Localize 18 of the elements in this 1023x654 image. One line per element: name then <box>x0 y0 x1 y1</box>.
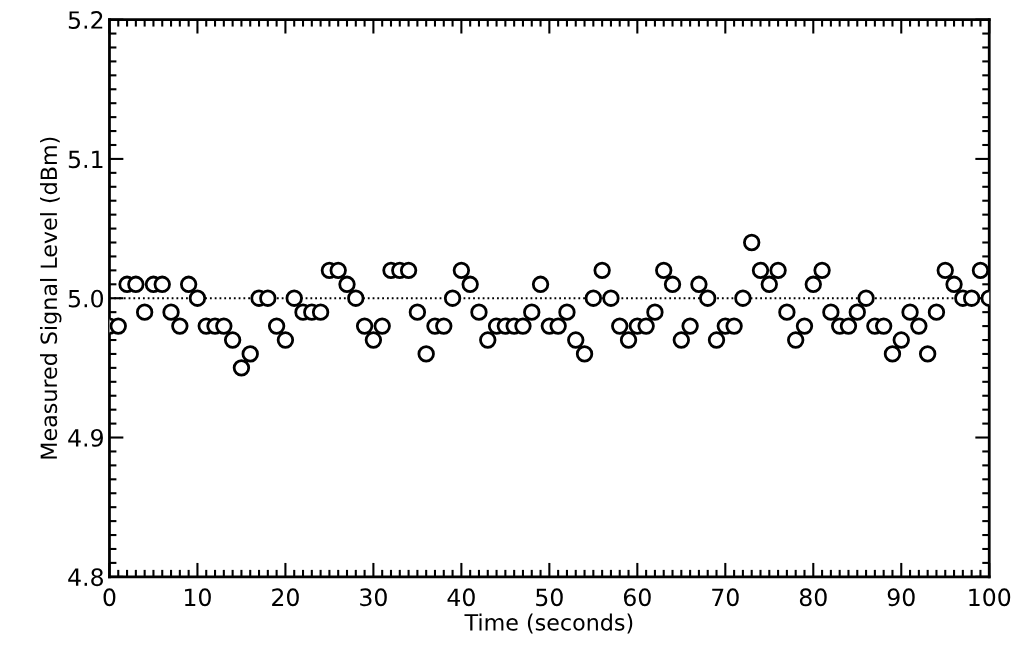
x-tick-label: 70 <box>712 588 739 607</box>
y-tick-label: 5.2 <box>68 11 103 29</box>
x-tick-label: 40 <box>447 588 475 607</box>
y-tick-label: 4.8 <box>68 568 103 587</box>
y-tick-label: 5.0 <box>68 289 104 308</box>
y-tick-label: 5.1 <box>68 150 103 169</box>
x-tick-label: 0 <box>103 588 116 607</box>
x-tick-label: 100 <box>969 588 1011 607</box>
x-axis-title: Time (seconds) <box>464 613 633 634</box>
y-tick-label: 4.9 <box>68 428 103 447</box>
x-tick-label: 10 <box>185 588 211 607</box>
x-tick-label: 80 <box>799 588 827 607</box>
x-tick-label: 20 <box>272 588 299 607</box>
x-tick-label: 60 <box>623 588 651 607</box>
x-tick-label: 90 <box>887 588 915 607</box>
y-axis-title: Measured Signal Level (dBm) <box>39 137 62 459</box>
x-tick-label: 30 <box>360 588 387 607</box>
x-tick-label: 50 <box>536 588 563 607</box>
